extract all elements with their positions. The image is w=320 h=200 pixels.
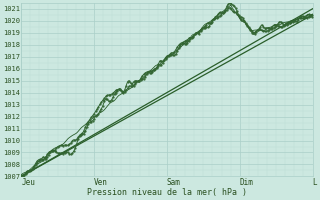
- X-axis label: Pression niveau de la mer( hPa ): Pression niveau de la mer( hPa ): [87, 188, 247, 197]
